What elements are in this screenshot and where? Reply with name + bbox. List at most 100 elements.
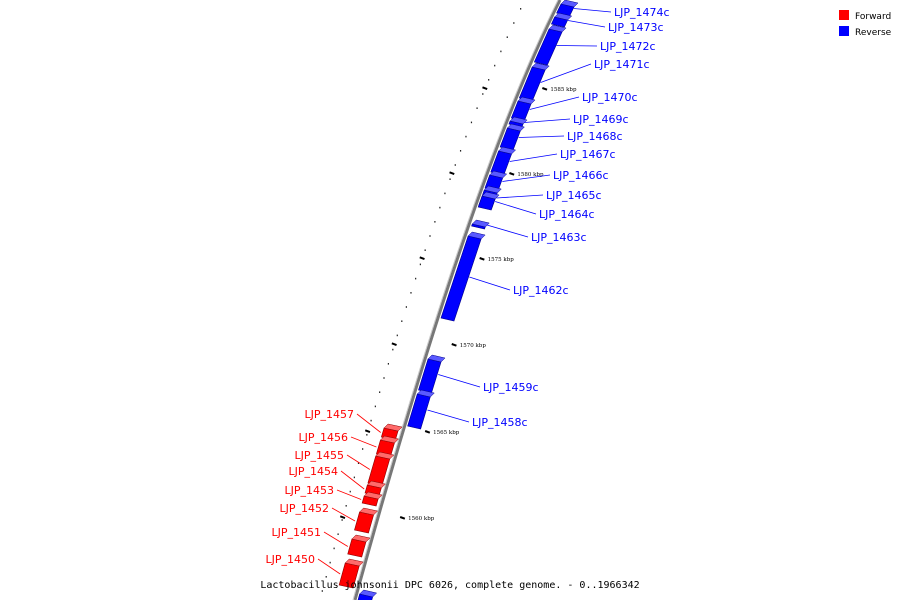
- forward-gene-block-top: [366, 480, 386, 489]
- major-tick-label: 1570 kbp: [460, 343, 487, 349]
- forward-gene-block-top: [351, 534, 371, 543]
- forward-gene-block-top: [359, 507, 379, 516]
- forward-gene-block-top: [379, 435, 399, 444]
- forward-gene-block-top: [375, 451, 395, 460]
- reverse-gene-label: LJP_1459c: [483, 381, 539, 394]
- forward-gene-leader: [331, 507, 356, 522]
- reverse-gene-leader: [556, 45, 598, 47]
- forward-gene-leader: [356, 413, 381, 433]
- reverse-gene-block-top: [471, 219, 490, 228]
- major-tick-mark-left: [391, 342, 397, 346]
- minor-tick: [379, 391, 381, 393]
- reverse-gene-block: [477, 191, 500, 211]
- forward-gene-label: LJP_1452: [280, 502, 330, 515]
- forward-gene-leader: [336, 489, 362, 500]
- reverse-gene-block-top: [483, 185, 502, 194]
- reverse-gene-block: [510, 96, 536, 122]
- minor-tick: [329, 561, 331, 564]
- legend-label-reverse: Reverse: [855, 28, 892, 38]
- major-tick-label: 1565 kbp: [433, 430, 460, 436]
- reverse-gene-block-top: [467, 231, 486, 240]
- legend-swatch-reverse: [839, 26, 849, 36]
- major-tick-mark-left: [419, 256, 425, 260]
- major-tick-mark-left: [364, 429, 371, 433]
- major-tick-mark-left: [339, 515, 346, 519]
- genome-caption: Lactobacillus johnsonii DPC 6026, comple…: [260, 580, 639, 591]
- forward-gene-label: LJP_1450: [266, 553, 316, 566]
- minor-tick: [337, 533, 339, 535]
- minor-tick: [374, 405, 376, 408]
- reverse-gene-block: [499, 123, 525, 151]
- forward-gene-leader: [323, 531, 349, 547]
- reverse-gene-block-top: [416, 389, 435, 398]
- reverse-gene-leader: [486, 224, 529, 238]
- reverse-gene-block-top: [548, 24, 567, 33]
- minor-tick: [513, 22, 515, 24]
- minor-tick: [476, 107, 478, 109]
- minor-tick: [396, 334, 398, 337]
- forward-gene-leader: [317, 558, 341, 575]
- minor-tick: [362, 448, 364, 450]
- reverse-gene-leader: [496, 194, 544, 199]
- reverse-gene-label: LJP_1466c: [553, 169, 609, 182]
- minor-tick: [357, 462, 360, 464]
- forward-gene-block-face: [347, 538, 367, 558]
- legend-label-forward: Forward: [855, 12, 891, 22]
- reverse-gene-label: LJP_1468c: [567, 130, 623, 143]
- major-tick-mark-left: [449, 171, 455, 175]
- forward-gene-leader: [340, 470, 365, 490]
- reverse-gene-leader: [518, 135, 565, 138]
- major-tick-mark: [399, 516, 406, 520]
- minor-tick: [500, 50, 502, 53]
- reverse-gene-block: [471, 219, 490, 230]
- minor-tick: [401, 320, 403, 322]
- major-tick-mark: [509, 172, 515, 176]
- reverse-gene-label: LJP_1467c: [560, 148, 616, 161]
- minor-tick: [488, 79, 490, 81]
- forward-gene-block-top: [383, 423, 403, 432]
- forward-gene-leader: [346, 454, 371, 470]
- reverse-gene-block: [533, 24, 567, 66]
- minor-tick: [366, 434, 368, 436]
- reverse-gene-block-top: [560, 0, 579, 8]
- reverse-gene-leader: [469, 276, 511, 291]
- reverse-gene-block: [440, 231, 486, 322]
- forward-gene-leader: [350, 436, 377, 448]
- reverse-gene-label: LJP_1471c: [594, 58, 650, 71]
- reverse-gene-block-top: [509, 116, 528, 125]
- reverse-gene-label: LJP_1462c: [513, 284, 569, 297]
- forward-gene-label: LJP_1456: [299, 431, 349, 444]
- major-tick-mark: [424, 430, 431, 434]
- minor-tick: [392, 348, 394, 351]
- reverse-gene-leader: [540, 63, 592, 83]
- minor-tick: [506, 36, 508, 38]
- reverse-gene-label: LJP_1474c: [614, 6, 670, 19]
- reverse-gene-leader: [502, 174, 551, 182]
- gene-labels: LJP_1474c LJP_1473c LJP_1472c LJP_1471c LJP_…: [266, 6, 670, 566]
- reverse-gene-block: [407, 389, 435, 430]
- reverse-gene-leader: [573, 8, 612, 13]
- reverse-gene-leader: [495, 201, 537, 215]
- reverse-gene-block-top: [481, 191, 500, 200]
- reverse-gene-block: [357, 589, 378, 600]
- major-tick-label: 1585 kbp: [550, 87, 577, 93]
- reverse-gene-leader: [509, 153, 558, 162]
- gene-blocks: [338, 0, 579, 600]
- major-tick-label: 1580 kbp: [517, 172, 544, 178]
- minor-tick: [454, 164, 456, 166]
- reverse-gene-leader: [427, 409, 470, 423]
- forward-gene-block-face: [354, 511, 374, 534]
- minor-tick: [424, 249, 426, 251]
- forward-gene-block: [361, 491, 383, 507]
- reverse-gene-leader: [524, 118, 571, 123]
- major-tick-mark-left: [482, 86, 488, 90]
- minor-tick: [353, 476, 355, 479]
- minor-tick: [429, 235, 431, 237]
- forward-gene-label: LJP_1454: [289, 465, 339, 478]
- minor-tick: [439, 206, 441, 209]
- reverse-gene-label: LJP_1458c: [472, 416, 528, 429]
- minor-ticks: [321, 8, 522, 592]
- forward-gene-block: [354, 507, 379, 534]
- minor-tick: [415, 277, 417, 280]
- forward-gene-label: LJP_1453: [285, 484, 335, 497]
